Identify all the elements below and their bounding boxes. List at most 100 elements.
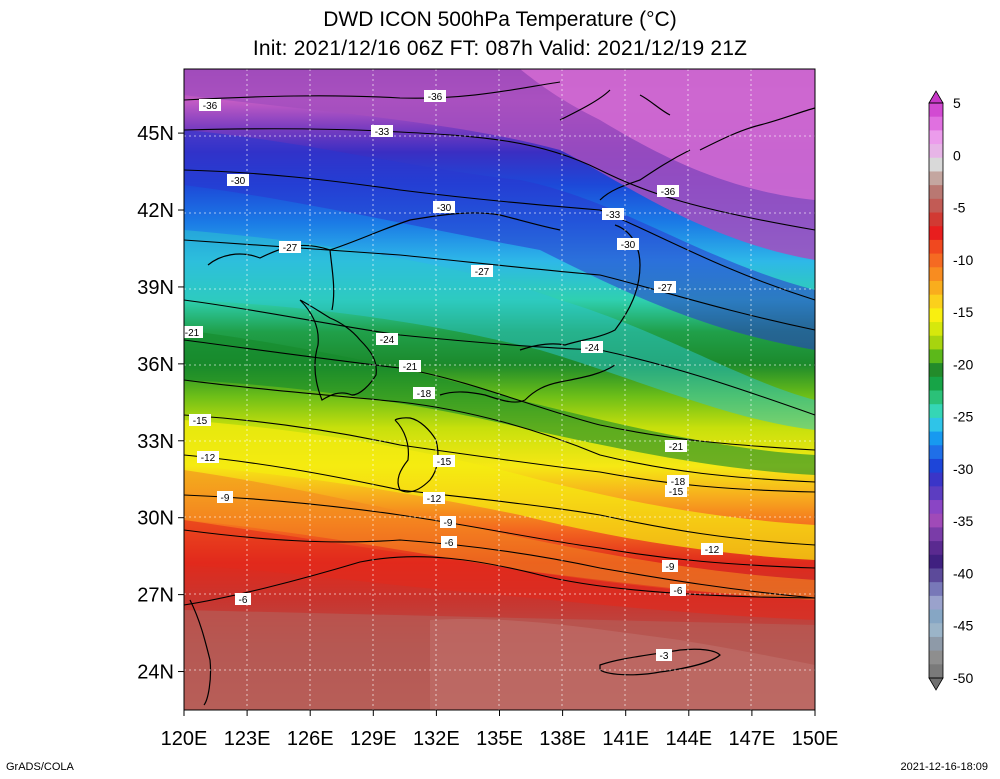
colorbar-label: -20: [953, 356, 973, 372]
colorbar-swatch: [929, 650, 943, 665]
coastlines: [189, 89, 816, 706]
contour-label-box: [602, 208, 624, 220]
map-title: DWD ICON 500hPa Temperature (°C): [323, 8, 677, 31]
contour-label-box: [189, 414, 211, 426]
colorbar-label: -40: [953, 565, 973, 581]
colorbar-label: -30: [953, 461, 973, 477]
contour-label-box: [197, 451, 219, 463]
longitude-label: 132E: [413, 728, 460, 750]
colorbar-swatch: [929, 349, 943, 364]
contour-label-box: [181, 326, 203, 338]
colorbar-frame: [928, 102, 944, 679]
contour-label: -27: [283, 243, 298, 254]
colorbar-swatch: [929, 500, 943, 515]
contour-label: -33: [375, 127, 390, 138]
colorbar-swatch: [929, 335, 943, 350]
contour-labels: -36 -36 -33 -36 -33 -30 -30 -30 -27 -27 -27 -24 -24 -…: [181, 90, 723, 662]
contour-label-box: [654, 281, 676, 293]
contour-label-box: [662, 560, 678, 572]
contour-label: -15: [669, 487, 684, 498]
colorbar-swatch: [929, 294, 943, 309]
contour-label: -36: [428, 92, 443, 103]
contour-label: -21: [403, 362, 418, 373]
colorbar-swatch: [929, 554, 943, 569]
latitude-label: 42N: [137, 200, 174, 222]
contour-label: -21: [185, 328, 200, 339]
longitude-label: 135E: [476, 728, 523, 750]
colorbar-label: -50: [953, 670, 973, 686]
colorbar-swatch: [929, 239, 943, 255]
colorbar-swatch: [929, 226, 943, 241]
latitude-labels: 45N 42N 39N 36N 33N 30N 27N 24N: [137, 123, 174, 683]
contour-label: -36: [203, 101, 218, 112]
colorbar-swatch: [929, 623, 943, 638]
colorbar-swatch: [929, 609, 943, 624]
colorbar-swatch: [929, 144, 943, 159]
colorbar-swatch: [929, 582, 943, 597]
colorbar-label: -45: [953, 618, 973, 634]
longitude-labels: 120E 123E 126E 129E 132E 135E 138E 141E 144E 147E…: [161, 728, 839, 750]
colorbar-label: 5: [953, 95, 961, 111]
contour-label-box: [424, 90, 446, 102]
latitude-label: 30N: [137, 508, 174, 530]
contour-label: -9: [444, 518, 453, 529]
colorbar-swatch: [929, 513, 943, 528]
contour-label-box: [217, 491, 233, 503]
contour-label-box: [413, 387, 435, 399]
contour-label-box: [440, 516, 456, 528]
colorbar-swatch: [929, 171, 943, 186]
colorbar-labels: 5 0 -5 -10 -15 -20 -25 -30 -35 -40 -45 -50: [953, 95, 973, 686]
contour-label: -12: [201, 453, 216, 464]
colorbar-swatch: [929, 308, 943, 323]
contour-label-box: [433, 201, 455, 213]
colorbar-min-arrow: [928, 677, 944, 691]
colorbar-swatch: [929, 431, 943, 446]
colorbar-swatch: [929, 390, 943, 405]
contour-label: -12: [705, 545, 720, 556]
latitude-label: 33N: [137, 431, 174, 453]
contour-label-box: [227, 174, 249, 186]
colorbar-label: -10: [953, 252, 973, 268]
contour-label: -6: [445, 538, 454, 549]
colorbar-swatch: [929, 376, 943, 391]
footer-credit: GrADS/COLA: [6, 761, 74, 773]
contour-label-box: [657, 185, 679, 197]
contour-label: -9: [221, 493, 230, 504]
longitude-label: 150E: [792, 728, 839, 750]
contour-label-box: [376, 333, 398, 345]
contour-label-box: [433, 455, 455, 467]
colorbar-label: -35: [953, 513, 973, 529]
latitude-label: 45N: [137, 123, 174, 145]
colorbar-label: -5: [953, 200, 966, 216]
contour-label-box: [471, 265, 493, 277]
contour-label: -30: [621, 240, 636, 251]
contour-label-box: [617, 238, 639, 250]
axis-ticks: [178, 132, 816, 716]
contour-label: -18: [417, 389, 432, 400]
colorbar-swatch: [929, 404, 943, 419]
colorbar-swatch: [929, 417, 943, 433]
longitude-label: 141E: [602, 728, 649, 750]
longitude-label: 129E: [350, 728, 397, 750]
contour-label: -6: [674, 586, 683, 597]
contour-label-box: [441, 536, 457, 548]
colorbar-swatch: [929, 322, 943, 337]
contour-label-box: [399, 360, 421, 372]
footer-timestamp: 2021-12-16-18:09: [900, 761, 988, 773]
contour-label: -21: [669, 442, 684, 453]
contour-label-box: [199, 99, 221, 111]
colorbar-swatch: [929, 595, 943, 611]
colorbar-swatch: [929, 458, 943, 474]
colorbar-swatch: [929, 636, 943, 652]
longitude-label: 123E: [224, 728, 271, 750]
colorbar-swatch: [929, 541, 943, 556]
colorbar-max-arrow: [928, 90, 944, 104]
colorbar-swatch: [929, 527, 943, 542]
contour-label-box: [581, 341, 603, 353]
latitude-label: 39N: [137, 277, 174, 299]
contour-label-box: [235, 593, 251, 605]
contour-label: -15: [437, 457, 452, 468]
contour-label-box: [701, 543, 723, 555]
contour-label: -27: [658, 283, 673, 294]
contour-label: -24: [585, 343, 600, 354]
